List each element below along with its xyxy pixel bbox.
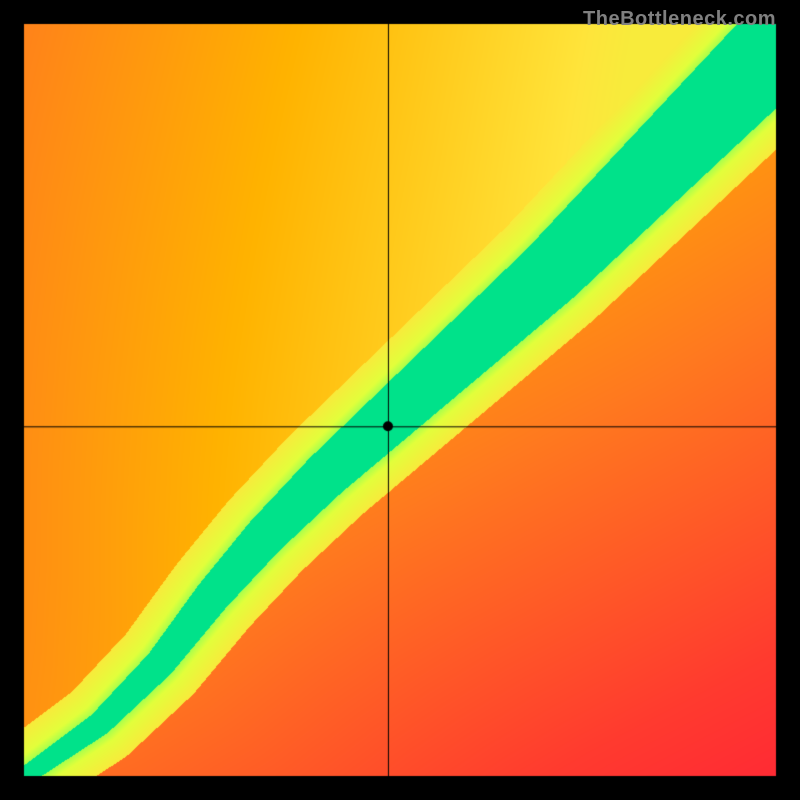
heatmap-canvas xyxy=(0,0,800,800)
bottleneck-heatmap: TheBottleneck.com xyxy=(0,0,800,800)
watermark-text: TheBottleneck.com xyxy=(583,8,776,31)
